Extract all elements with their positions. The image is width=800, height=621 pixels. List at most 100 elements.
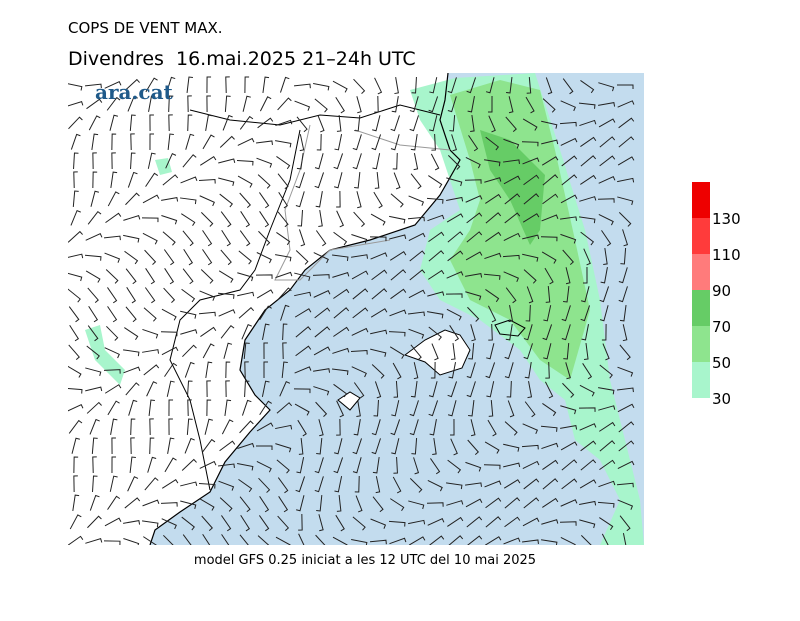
- scale-bin: [692, 362, 710, 398]
- wind-barb: [237, 463, 254, 471]
- scale-label: 50: [712, 354, 731, 372]
- wind-barb: [485, 212, 502, 224]
- wind-barb: [598, 176, 616, 184]
- wind-barb: [504, 212, 521, 224]
- wind-barb: [294, 291, 312, 297]
- wind-barb: [277, 211, 289, 228]
- wind-barb: [146, 381, 158, 397]
- wind-barb: [580, 440, 597, 452]
- wind-barb: [450, 343, 456, 360]
- wind-barb: [545, 285, 551, 303]
- wind-barb: [142, 499, 160, 507]
- wind-barb: [161, 196, 179, 202]
- legend: 30 50 70 90 110 130: [692, 182, 741, 408]
- wind-barb: [92, 171, 98, 189]
- wind-barb: [503, 462, 521, 468]
- wind-barb: [240, 514, 251, 532]
- wind-barb: [334, 438, 343, 455]
- wind-barb: [161, 308, 177, 321]
- wind-barb: [225, 361, 231, 379]
- wind-barb: [618, 440, 635, 452]
- wind-barb: [333, 326, 350, 337]
- wind-barb: [316, 494, 323, 512]
- wind-barb: [408, 328, 425, 339]
- wind-barb: [314, 307, 331, 319]
- wind-barb: [389, 346, 405, 359]
- wind-barb: [446, 271, 464, 279]
- wind-barb: [218, 158, 236, 164]
- wind-barb: [470, 419, 476, 437]
- wind-barb: [68, 306, 80, 323]
- wind-barb: [431, 343, 439, 361]
- wind-barb: [221, 419, 234, 435]
- wind-barb: [314, 172, 325, 189]
- wind-barb: [370, 308, 388, 318]
- wind-barb: [293, 388, 311, 394]
- wind-barb: [168, 418, 173, 436]
- wind-barb: [277, 287, 292, 301]
- wind-barb: [485, 497, 502, 509]
- wind-barb: [69, 325, 80, 342]
- wind-barb: [180, 481, 198, 487]
- wind-barb: [390, 288, 407, 300]
- wind-barb: [276, 155, 291, 170]
- wind-barb: [73, 475, 78, 493]
- wind-barb: [431, 133, 436, 151]
- wind-barb: [580, 459, 597, 471]
- wind-barb: [333, 231, 348, 246]
- wind-barb: [409, 419, 419, 436]
- wind-barb: [413, 362, 419, 380]
- wind-barb: [225, 76, 230, 94]
- wind-barb: [200, 211, 214, 227]
- wind-barb: [408, 195, 425, 206]
- wind-barb: [394, 77, 399, 95]
- wind-barb: [618, 136, 635, 148]
- scale-bin: [692, 326, 710, 362]
- wind-barb: [87, 210, 102, 225]
- wind-barb: [298, 229, 306, 247]
- wind-barb: [428, 326, 442, 341]
- wind-barb: [617, 177, 635, 183]
- wind-barb: [371, 419, 381, 436]
- wind-barb: [144, 477, 159, 491]
- wind-barb: [333, 288, 350, 299]
- wind-barb: [70, 209, 81, 226]
- wind-barb: [506, 380, 512, 398]
- wind-barb: [521, 444, 539, 450]
- wind-barb: [163, 249, 175, 266]
- wind-barb: [332, 536, 348, 545]
- wind-barb: [540, 425, 558, 432]
- wind-barb: [331, 368, 349, 376]
- wind-barb: [350, 350, 368, 355]
- wind-barb: [583, 266, 588, 284]
- wind-barb: [580, 79, 595, 94]
- wind-barb: [579, 423, 597, 431]
- wind-barb: [428, 269, 445, 280]
- wind-barb: [333, 153, 344, 170]
- wind-barb: [111, 456, 117, 474]
- wind-barb: [485, 136, 500, 151]
- wind-barb: [282, 342, 287, 360]
- wind-barb: [503, 175, 521, 185]
- wind-barb: [354, 171, 361, 189]
- wind-barb: [202, 249, 213, 266]
- wind-barb: [161, 518, 177, 530]
- wind-barb: [87, 287, 99, 304]
- wind-barb: [409, 269, 426, 281]
- wind-barb: [372, 496, 384, 513]
- wind-barb: [68, 535, 84, 545]
- wind-barb: [218, 270, 234, 283]
- wind-barb: [275, 271, 293, 279]
- wind-barb: [545, 361, 550, 379]
- wind-barb: [168, 399, 174, 417]
- wind-barb: [352, 438, 363, 455]
- wind-barb: [313, 346, 331, 356]
- wind-barb: [391, 400, 400, 417]
- wind-barb: [180, 310, 197, 319]
- wind-barb: [446, 213, 464, 223]
- wind-barb: [164, 362, 178, 377]
- wind-barb: [88, 306, 99, 323]
- wind-barb: [160, 331, 178, 337]
- wind-barb: [428, 231, 445, 243]
- wind-barb: [69, 514, 82, 530]
